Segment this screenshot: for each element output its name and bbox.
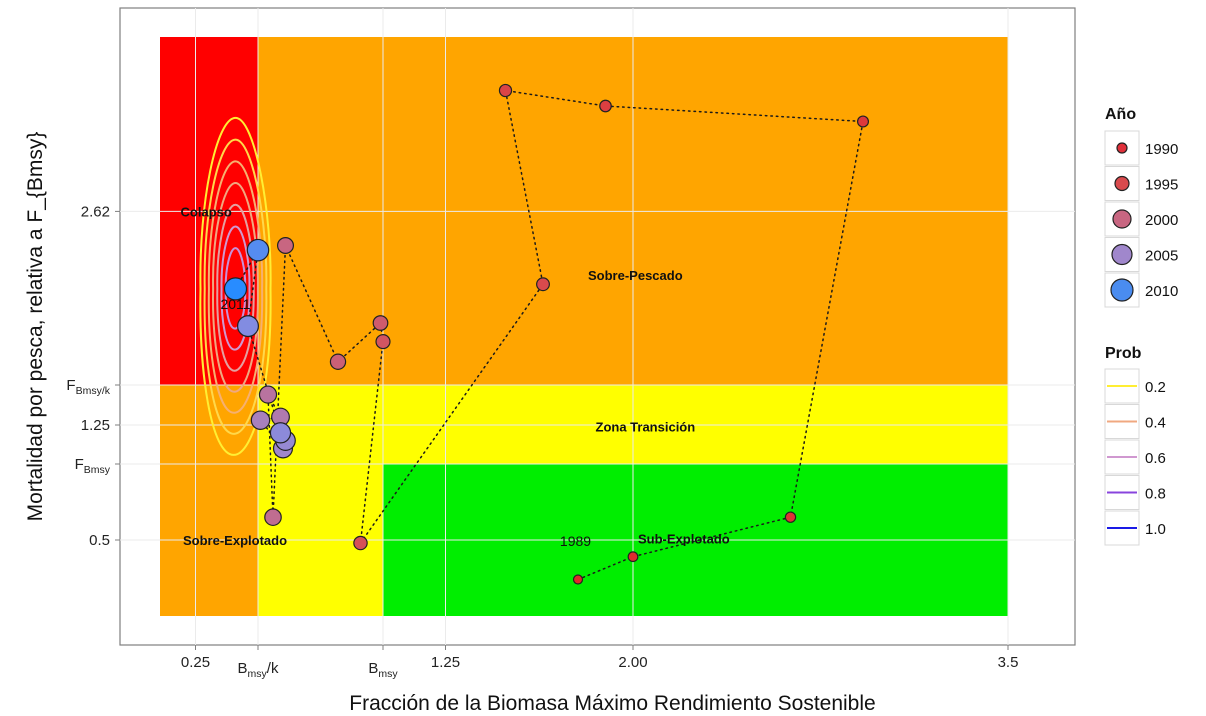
y-tick-label: 1.25 bbox=[81, 417, 110, 434]
zones-layer bbox=[119, 7, 1076, 646]
x-tick-label: 0.25 bbox=[181, 654, 210, 671]
points-layer bbox=[223, 83, 870, 585]
point-2000 bbox=[276, 236, 295, 255]
y-tick-label: FBmsy bbox=[75, 456, 111, 476]
zone-sobre-explotado bbox=[160, 385, 258, 616]
legend-key-box bbox=[1104, 166, 1140, 201]
legend-year-point bbox=[1112, 209, 1132, 229]
x-tick-label: Bmsy bbox=[368, 660, 398, 680]
zone-labels-layer: 1989 2011 Colapso Sobre-Pescado Zona Transic… bbox=[181, 204, 730, 549]
legend-year-label: 2010 bbox=[1145, 283, 1178, 300]
point-1994 bbox=[498, 83, 513, 98]
density-contour bbox=[220, 225, 251, 351]
point-1991 bbox=[784, 511, 797, 523]
density-contour bbox=[207, 160, 264, 414]
legend-prob-label: 0.2 bbox=[1145, 379, 1166, 396]
legend-year-point bbox=[1114, 175, 1130, 192]
legend-prob-label: 0.4 bbox=[1145, 415, 1166, 432]
x-tick-label: 3.5 bbox=[998, 654, 1019, 671]
point-2007 bbox=[269, 422, 292, 444]
legend-year-label: 2005 bbox=[1145, 248, 1178, 265]
density-contour bbox=[199, 116, 272, 456]
y-tick-label: 0.5 bbox=[89, 532, 110, 549]
point-1989 bbox=[572, 574, 584, 585]
point-2010 bbox=[223, 277, 248, 301]
point-1992 bbox=[856, 115, 870, 128]
density-contour bbox=[203, 138, 268, 435]
point-label: 2011 bbox=[220, 296, 250, 312]
zone-label: Zona Transición bbox=[596, 420, 696, 435]
point-1995 bbox=[536, 277, 550, 292]
y-tick-label: 2.62 bbox=[81, 203, 110, 220]
zone-label: Colapso bbox=[181, 204, 232, 219]
legend-prob-title: Prob bbox=[1105, 345, 1142, 362]
y-axis-title: Mortalidad por pesca, relativa a F_{Bmsy… bbox=[24, 132, 47, 522]
legend-year-label: 1995 bbox=[1145, 177, 1178, 194]
point-1999 bbox=[329, 353, 347, 370]
legend-year-point bbox=[1110, 278, 1134, 302]
point-1990 bbox=[627, 551, 639, 563]
legend-prob-label: 1.0 bbox=[1145, 521, 1166, 538]
point-1993 bbox=[599, 99, 612, 113]
point-1997 bbox=[375, 334, 391, 350]
x-axis-title: Fracción de la Biomasa Máximo Rendimient… bbox=[349, 692, 875, 715]
legend-year-point bbox=[1116, 142, 1128, 154]
zone-label: Sobre-Pescado bbox=[588, 268, 683, 283]
x-tick-label: 2.00 bbox=[618, 654, 647, 671]
x-tick-label: Bmsy/k bbox=[238, 660, 279, 680]
legend-year-label: 1990 bbox=[1145, 141, 1178, 158]
zone-label: Sobre-Explotado bbox=[183, 533, 287, 548]
y-tick-label: FBmsy/k bbox=[66, 377, 110, 397]
point-1996 bbox=[353, 535, 368, 551]
legend-year-point bbox=[1111, 243, 1133, 266]
point-2008 bbox=[237, 315, 259, 338]
legend-prob-label: 0.8 bbox=[1145, 486, 1166, 503]
legend-prob-label: 0.6 bbox=[1145, 450, 1166, 467]
legend-year-title: Año bbox=[1105, 106, 1136, 123]
point-label: 1989 bbox=[560, 533, 591, 549]
point-2004 bbox=[250, 410, 271, 430]
legend-year-label: 2000 bbox=[1145, 212, 1178, 229]
point-2001 bbox=[264, 508, 282, 527]
x-tick-label: 1.25 bbox=[431, 654, 460, 671]
point-2002 bbox=[258, 385, 278, 404]
zone-label: Sub-Explotado bbox=[638, 531, 730, 546]
axis-layer: 0.25 Bmsy/k Bmsy 1.25 2.00 3.5 2.62 FBmsy/k 1.25… bbox=[24, 132, 1018, 715]
point-2009 bbox=[246, 238, 270, 262]
point-1998 bbox=[372, 315, 389, 331]
